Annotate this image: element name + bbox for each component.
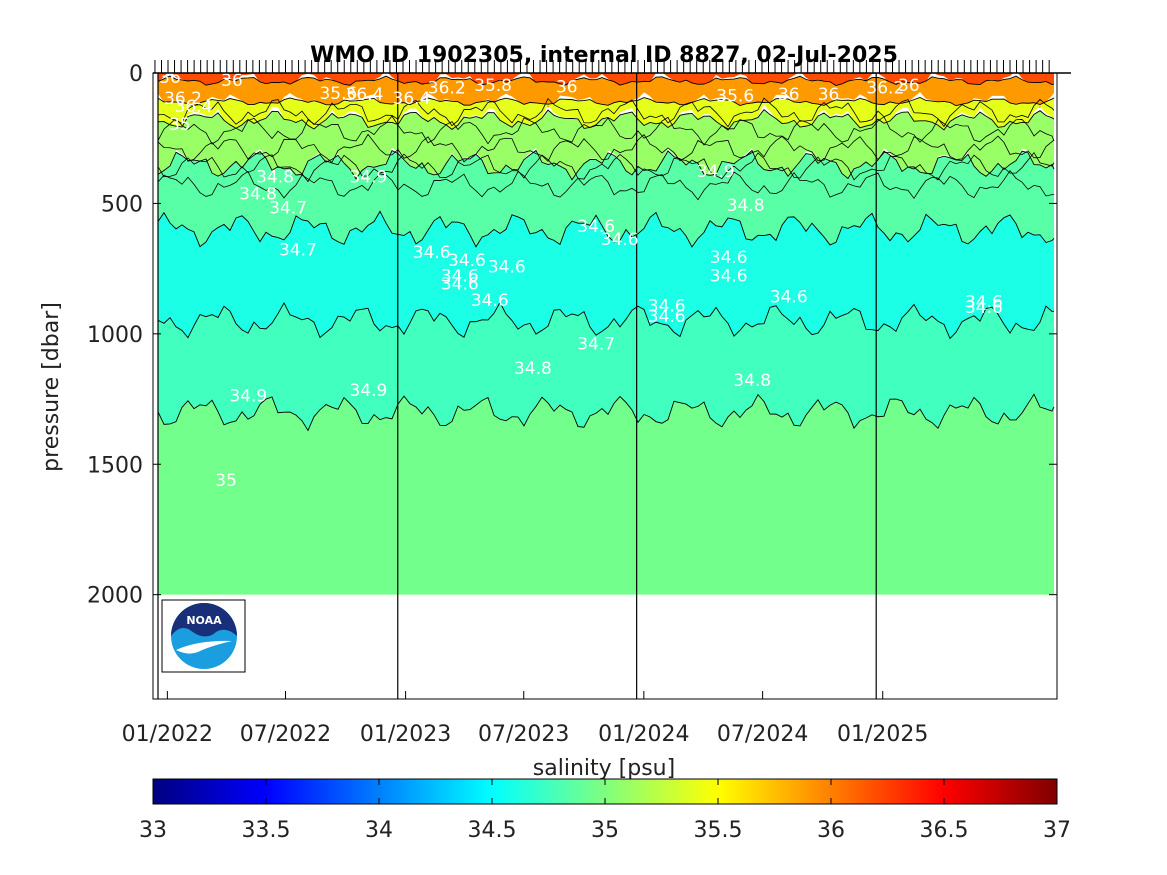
contour-label: 34.8	[514, 359, 552, 379]
profile-markers	[154, 60, 1050, 73]
y-axis-label: pressure [dbar]	[39, 302, 64, 472]
contour-label: 36	[556, 77, 578, 97]
contour-line	[157, 133, 1055, 164]
salinity-band	[158, 73, 1054, 91]
colorbar-tick-label: 36	[817, 818, 845, 843]
colorbar-ticks: 33 33.5 34 34.5 35 35.5 36 36.5 37	[139, 779, 1071, 843]
y-tick-label: 1500	[87, 453, 143, 478]
contour-label: 35	[215, 471, 237, 491]
y-tick-labels: 0 500 1000 1500 2000	[87, 62, 143, 609]
contour-label: 34.7	[279, 240, 317, 260]
colorbar: salinity [psu] 33 33.5 34 34.5 35 35.5 36 36.5 3…	[139, 756, 1071, 843]
contour-label: 34.6	[710, 266, 748, 286]
contour-label: 36.4	[175, 97, 213, 117]
contour-label: 34.9	[349, 167, 387, 187]
x-tick-label: 07/2023	[478, 722, 569, 747]
contour-label: 34.9	[229, 386, 267, 406]
contour-label: 34.6	[965, 293, 1003, 313]
contour-label: 34.9	[349, 381, 387, 401]
contour-line	[157, 301, 1055, 340]
contour-label: 36	[778, 85, 800, 105]
contour-label: 34.6	[488, 257, 526, 277]
y-tick-label: 2000	[87, 584, 143, 609]
contour-label: 36.4	[346, 85, 384, 105]
x-tick-label: 01/2024	[598, 722, 689, 747]
contour-line	[157, 97, 1055, 128]
colorbar-tick-label: 36.5	[920, 818, 969, 843]
logo-text: NOAA	[186, 614, 222, 627]
contour-label: 36.2	[428, 79, 466, 99]
contour-line	[157, 96, 1055, 107]
contour-label: 34.7	[577, 334, 615, 354]
contour-label: 36.2	[866, 79, 904, 99]
colorbar-tick-label: 35.5	[694, 818, 743, 843]
colorbar-tick-label: 37	[1043, 818, 1071, 843]
y-tick-label: 500	[101, 192, 143, 217]
contour-label: 36	[898, 76, 920, 96]
contour-label: 34.6	[413, 243, 451, 263]
contour-label: 35.6	[319, 84, 357, 104]
contour-label: 36	[818, 85, 840, 105]
contour-line	[157, 210, 1055, 248]
salinity-band	[158, 211, 1054, 339]
salinity-field	[158, 73, 1054, 595]
contour-label: 34.8	[733, 371, 771, 391]
contour-line	[157, 115, 1055, 146]
x-tick-label: 01/2022	[122, 722, 213, 747]
contour-label: 34.7	[269, 199, 307, 219]
contour-label: 34.6	[448, 251, 486, 271]
contour-line	[157, 170, 1055, 201]
noaa-logo-icon: NOAA	[161, 599, 246, 673]
colorbar-tick-label: 35	[591, 818, 619, 843]
contour-label: 36.2	[164, 89, 202, 109]
salinity-band	[158, 109, 1054, 183]
contour-label: 34.8	[727, 196, 765, 216]
colorbar-tick-label: 33	[139, 818, 167, 843]
y-tick-label: 1000	[87, 323, 143, 348]
contour-label: 34.6	[770, 287, 808, 307]
contour-label: 34.6	[601, 230, 639, 250]
contour-label: 34.6	[648, 296, 686, 316]
contour-label: 34.6	[577, 217, 615, 237]
contour-line	[157, 393, 1055, 432]
contour-label: 34.6	[648, 307, 686, 327]
colorbar-tick-label: 33.5	[242, 818, 291, 843]
colorbar-label: salinity [psu]	[533, 756, 675, 781]
contour-label: 34.6	[471, 291, 509, 311]
contour-label: 36	[221, 71, 243, 91]
x-tick-label: 07/2024	[717, 722, 808, 747]
contour-label: 34.8	[239, 184, 277, 204]
x-tick-label: 07/2022	[240, 722, 331, 747]
colorbar-tick-label: 34.5	[468, 818, 517, 843]
contour-label: 34.6	[441, 266, 479, 286]
y-tick-label: 0	[129, 62, 143, 87]
contour-line	[157, 75, 1055, 87]
contour-label: 35	[169, 115, 191, 135]
contour-label: 34.8	[256, 167, 294, 187]
contour-label: 34.6	[710, 248, 748, 268]
colorbar-tick-label: 34	[365, 818, 393, 843]
salinity-band	[158, 302, 1054, 431]
x-tick-label: 01/2023	[360, 722, 451, 747]
x-tick-labels: 01/2022 07/2022 01/2023 07/2023 01/2024 07/20…	[122, 722, 929, 747]
chart-title: WMO ID 1902305, internal ID 8827, 02-Jul…	[310, 43, 898, 68]
contour-label: 34.9	[697, 162, 735, 182]
x-tick-label: 01/2025	[837, 722, 928, 747]
axis-ticks	[153, 60, 1071, 699]
contour-label: 36	[159, 68, 181, 88]
salinity-band	[158, 97, 1054, 136]
salinity-band	[158, 394, 1054, 595]
contour-label: 36.4	[393, 89, 431, 109]
contour-label: 35.8	[474, 76, 512, 96]
contour-label: 34.6	[441, 274, 479, 294]
contour-line	[157, 151, 1055, 183]
contour-label: 34.6	[965, 298, 1003, 318]
contour-label: 35.6	[716, 86, 754, 106]
contour-lines	[157, 75, 1055, 432]
